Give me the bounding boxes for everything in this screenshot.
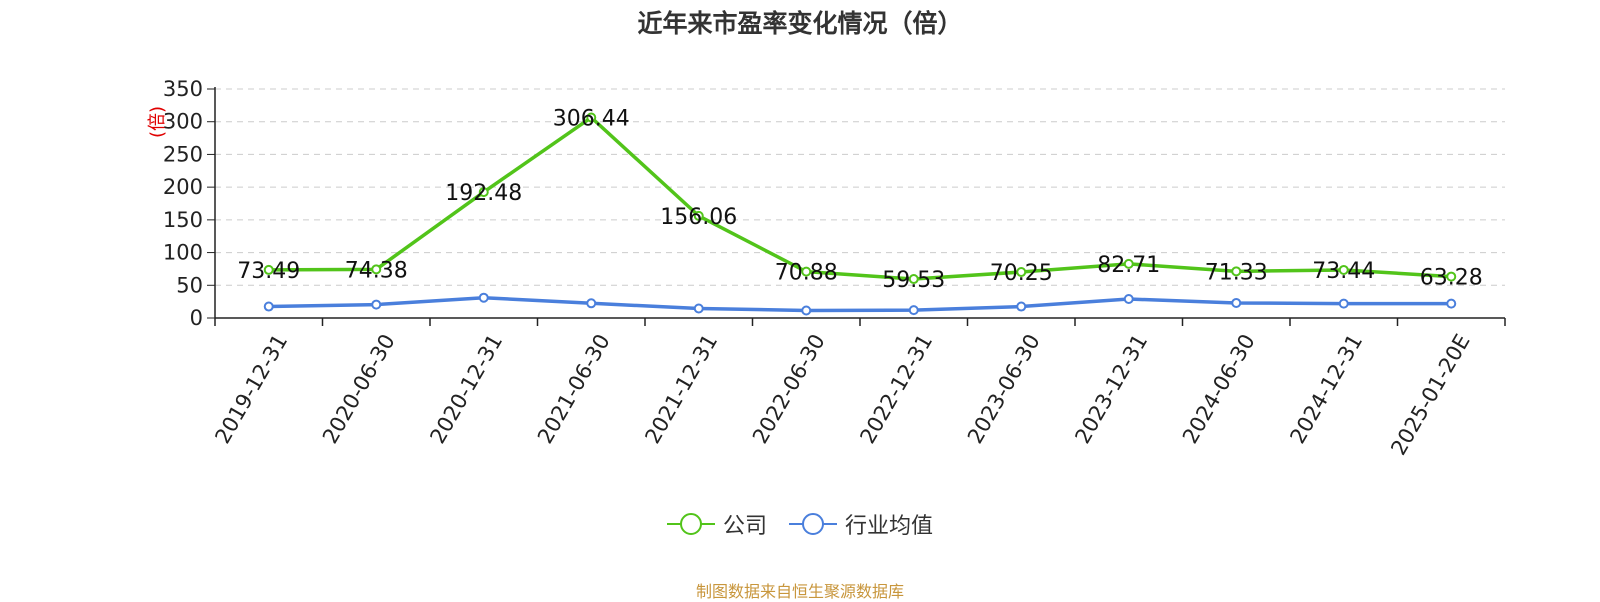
- y-tick-label: 350: [163, 77, 203, 101]
- legend-marker-industry: [789, 513, 837, 535]
- x-tick-label: 2024-06-30: [1178, 330, 1260, 448]
- data-point-company[interactable]: [1123, 258, 1134, 269]
- data-label: 73.44: [1312, 259, 1375, 284]
- data-point-industry[interactable]: [1016, 301, 1027, 312]
- x-tick-label: 2024-12-31: [1285, 330, 1367, 448]
- y-tick-label: 250: [163, 142, 203, 166]
- data-point-company[interactable]: [908, 274, 919, 285]
- data-label: 71.33: [1205, 260, 1268, 285]
- legend-label-company: 公司: [722, 514, 767, 539]
- data-point-industry[interactable]: [371, 299, 382, 310]
- data-point-company[interactable]: [263, 264, 274, 275]
- x-tick-label: 2021-12-31: [640, 330, 722, 448]
- y-tick-label: 100: [163, 241, 203, 265]
- legend-item-company[interactable]: 公司: [666, 508, 767, 540]
- source-note: 制图数据来自恒生聚源数据库: [695, 582, 904, 601]
- data-point-industry[interactable]: [1123, 294, 1134, 305]
- y-tick-label: 50: [176, 273, 203, 297]
- data-point-company[interactable]: [1338, 264, 1349, 275]
- data-point-company[interactable]: [478, 187, 489, 198]
- data-label: 63.28: [1420, 266, 1483, 291]
- data-point-company[interactable]: [371, 264, 382, 275]
- data-label: 82.71: [1097, 253, 1160, 278]
- series-line-industry: [268, 295, 1452, 313]
- data-point-industry[interactable]: [263, 301, 274, 312]
- data-label: 70.88: [775, 261, 838, 286]
- y-tick-label: 200: [163, 175, 203, 199]
- data-label: 306.44: [553, 107, 630, 132]
- x-tick-label: 2019-12-31: [210, 330, 292, 448]
- data-point-company[interactable]: [693, 210, 704, 221]
- data-point-industry[interactable]: [693, 303, 704, 314]
- data-point-company[interactable]: [1016, 267, 1027, 278]
- data-point-industry[interactable]: [1231, 297, 1242, 308]
- x-tick-label: 2023-12-31: [1070, 330, 1152, 448]
- series-lines: [263, 112, 1457, 316]
- data-point-company[interactable]: [586, 112, 597, 123]
- legend-label-industry: 行业均值: [845, 514, 934, 539]
- legend-item-industry[interactable]: 行业均值: [789, 508, 933, 540]
- x-tick-label: 2021-06-30: [533, 330, 615, 448]
- data-point-company[interactable]: [801, 266, 812, 277]
- x-tick-label: 2022-06-30: [748, 330, 830, 448]
- y-tick-label: 300: [163, 110, 203, 134]
- data-point-industry[interactable]: [586, 298, 597, 309]
- series-line-company: [268, 115, 1452, 281]
- data-point-industry[interactable]: [801, 305, 812, 316]
- x-tick-label: 2022-12-31: [855, 330, 937, 448]
- data-label: 192.48: [445, 181, 522, 206]
- y-axis-label: (倍): [147, 106, 168, 138]
- x-tick-label: 2025-01-20E: [1386, 330, 1474, 459]
- data-point-company[interactable]: [1231, 266, 1242, 277]
- data-label: 156.06: [660, 205, 737, 230]
- grid-lines: [215, 88, 1505, 286]
- legend: 公司 行业均值: [0, 508, 1600, 540]
- x-tick-label: 2020-06-30: [318, 330, 400, 448]
- data-labels: 73.49 74.38 192.48 306.44 156.06 70.88 59.53 70…: [237, 107, 1482, 294]
- data-label: 73.49: [237, 259, 300, 284]
- data-point-company[interactable]: [1446, 271, 1457, 282]
- data-label: 74.38: [345, 258, 408, 283]
- data-point-industry[interactable]: [1446, 298, 1457, 309]
- y-tick-label: 0: [190, 306, 203, 330]
- x-tick-label: 2023-06-30: [963, 330, 1045, 448]
- y-tick-label: 150: [163, 208, 203, 232]
- data-label: 70.25: [990, 261, 1053, 286]
- data-point-industry[interactable]: [908, 305, 919, 316]
- data-point-industry[interactable]: [478, 292, 489, 303]
- data-label: 59.53: [882, 268, 945, 293]
- data-point-industry[interactable]: [1338, 298, 1349, 309]
- chart-title: 近年来市盈率变化情况（倍）: [637, 9, 963, 38]
- legend-marker-company: [666, 513, 715, 535]
- x-tick-label: 2020-12-31: [425, 330, 507, 448]
